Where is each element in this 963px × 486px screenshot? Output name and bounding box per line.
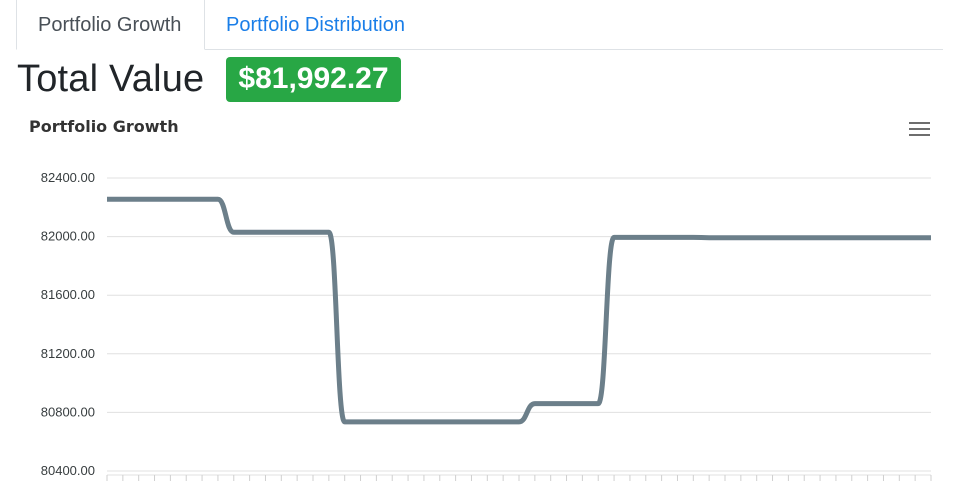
chart-svg: 82400.00 82000.00 81600.00 81200.00 80800.00… [41, 170, 932, 481]
tab-portfolio-growth[interactable]: Portfolio Growth [16, 0, 205, 50]
y-tick-label: 80400.00 [41, 463, 95, 478]
chart-title: Portfolio Growth [29, 117, 179, 136]
tab-portfolio-distribution[interactable]: Portfolio Distribution [226, 14, 405, 36]
hamburger-menu-icon[interactable] [909, 121, 931, 137]
y-tick-label: 81600.00 [41, 287, 95, 302]
total-value-badge: $81,992.27 [226, 56, 401, 102]
series-line [106, 196, 931, 425]
y-tick-label: 80800.00 [41, 404, 95, 419]
total-value-row: Total Value $81,992.27 [17, 55, 401, 103]
y-tick-label: 82400.00 [41, 170, 95, 185]
tab-bar: Portfolio Growth Portfolio Distribution [16, 0, 943, 50]
y-tick-label: 82000.00 [41, 229, 95, 244]
y-tick-label: 81200.00 [41, 346, 95, 361]
total-value-label: Total Value [17, 57, 205, 100]
portfolio-growth-chart: 82400.00 82000.00 81600.00 81200.00 80800.00… [0, 108, 963, 486]
